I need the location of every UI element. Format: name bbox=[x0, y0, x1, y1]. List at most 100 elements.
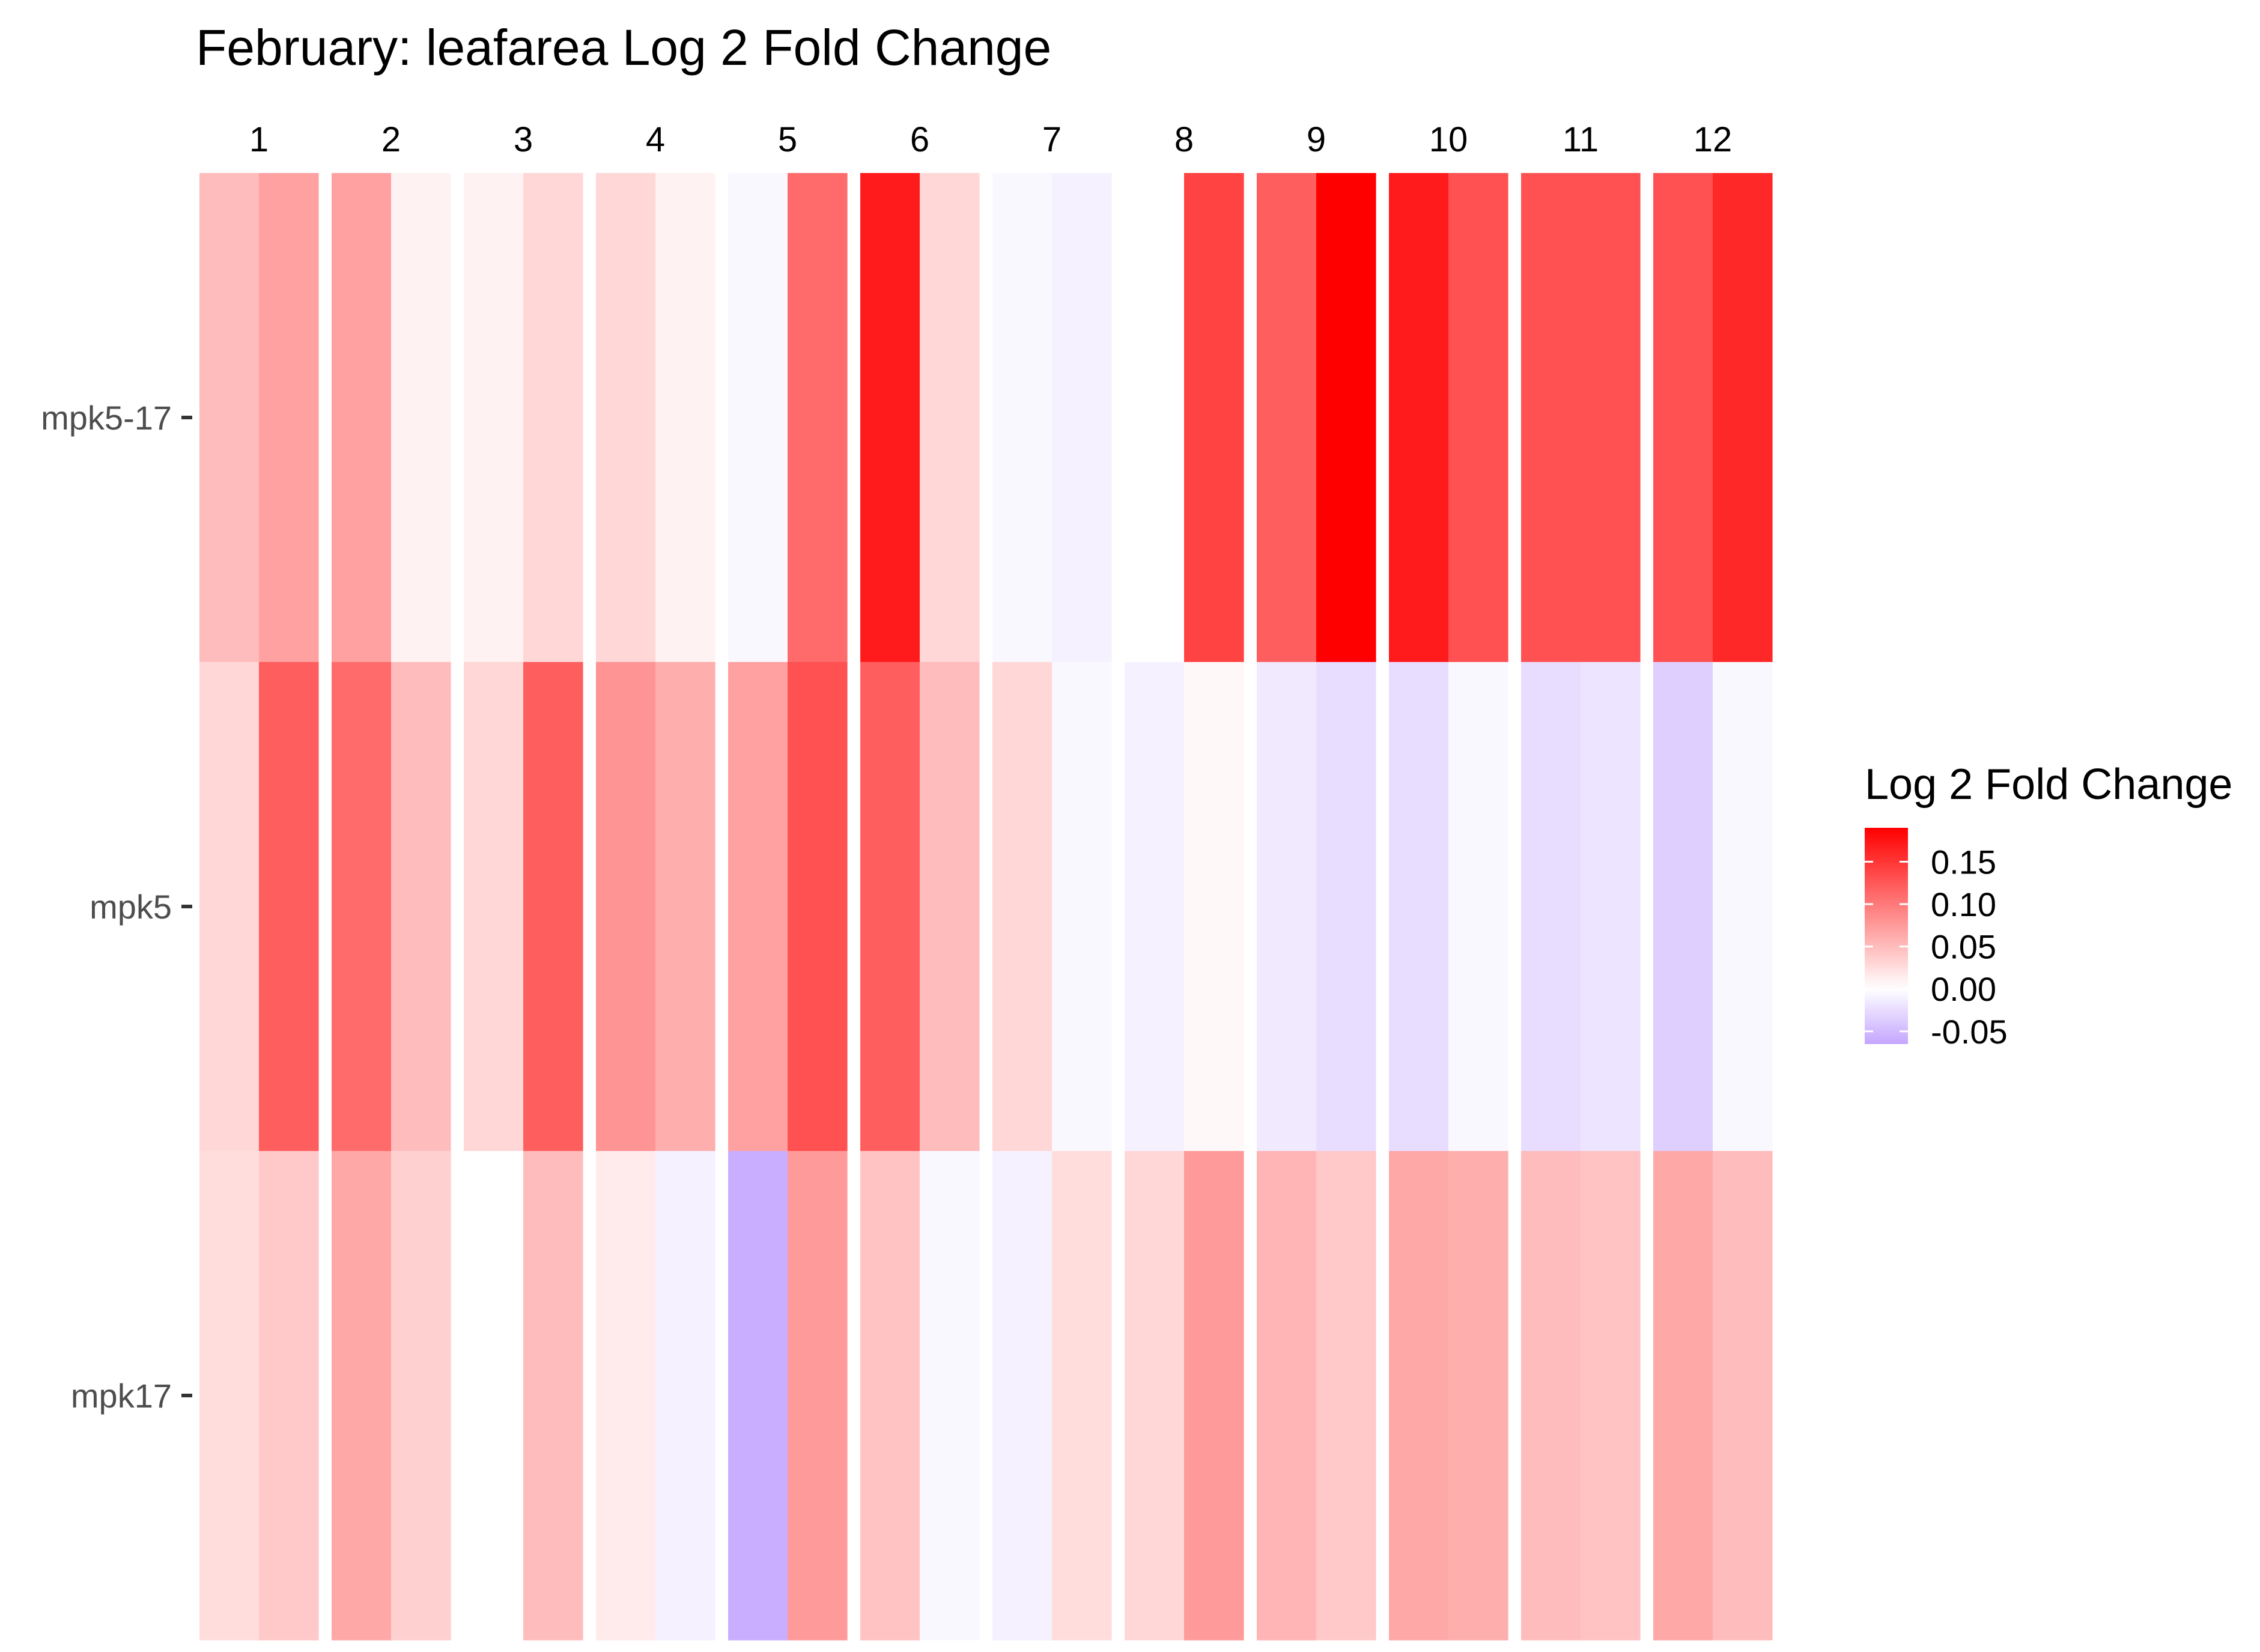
heatmap-cells bbox=[199, 173, 1773, 1641]
heatmap-cell bbox=[523, 173, 583, 663]
column-label: 6 bbox=[910, 120, 929, 159]
heatmap-cell bbox=[655, 662, 715, 1152]
column-label: 2 bbox=[381, 120, 401, 159]
column-label: 9 bbox=[1307, 120, 1326, 159]
column-label: 10 bbox=[1429, 120, 1468, 159]
heatmap-cell bbox=[992, 173, 1053, 663]
heatmap-cell bbox=[1184, 662, 1244, 1152]
heatmap-cell bbox=[728, 1151, 788, 1641]
heatmap-cell bbox=[391, 662, 451, 1152]
heatmap-cell bbox=[1125, 173, 1185, 663]
column-label: 8 bbox=[1174, 120, 1194, 159]
heatmap-cell bbox=[860, 1151, 920, 1641]
heatmap-cell bbox=[860, 662, 920, 1152]
heatmap-cell bbox=[860, 173, 920, 663]
legend-title: Log 2 Fold Change bbox=[1865, 761, 2232, 809]
heatmap-cell bbox=[1052, 173, 1112, 663]
heatmap-cell bbox=[596, 173, 656, 663]
heatmap-cell bbox=[1389, 173, 1449, 663]
heatmap-cell bbox=[1316, 662, 1376, 1152]
heatmap-cell bbox=[464, 662, 524, 1152]
legend-colorbar bbox=[1865, 828, 1908, 1044]
heatmap-cell bbox=[1581, 173, 1641, 663]
heatmap-cell bbox=[920, 1151, 980, 1641]
heatmap-cell bbox=[332, 662, 392, 1152]
heatmap-cell bbox=[1448, 1151, 1508, 1641]
heatmap-cell bbox=[259, 1151, 319, 1641]
heatmap-cell bbox=[1052, 1151, 1112, 1641]
legend-tick-label: -0.05 bbox=[1931, 1013, 2008, 1051]
heatmap-cell bbox=[1389, 1151, 1449, 1641]
heatmap-cell bbox=[1448, 662, 1508, 1152]
row-label: mpk5 bbox=[90, 888, 172, 926]
heatmap-cell bbox=[1052, 662, 1112, 1152]
heatmap-cell bbox=[464, 1151, 524, 1641]
heatmap-cell bbox=[728, 173, 788, 663]
heatmap-cell bbox=[1389, 662, 1449, 1152]
heatmap-cell bbox=[1125, 662, 1185, 1152]
row-labels: mpk5-17 mpk5 mpk17 bbox=[41, 399, 192, 1415]
column-label: 4 bbox=[646, 120, 665, 159]
heatmap-cell bbox=[1713, 662, 1773, 1152]
heatmap-cell bbox=[1521, 662, 1581, 1152]
heatmap-cell bbox=[1184, 173, 1244, 663]
legend-tick-label: 0.00 bbox=[1931, 970, 1996, 1008]
heatmap-cell bbox=[655, 1151, 715, 1641]
heatmap-cell bbox=[391, 173, 451, 663]
heatmap-cell bbox=[199, 1151, 260, 1641]
heatmap-cell bbox=[1257, 662, 1317, 1152]
heatmap-cell bbox=[199, 173, 260, 663]
legend-ticks: 0.15 0.10 0.05 0.00 -0.05 bbox=[1865, 843, 2008, 1051]
column-label: 1 bbox=[249, 120, 269, 159]
heatmap-cell bbox=[1316, 173, 1376, 663]
column-labels: 1 2 3 4 5 6 7 8 9 10 11 12 bbox=[249, 120, 1732, 159]
heatmap-cell bbox=[655, 173, 715, 663]
heatmap-cell bbox=[788, 1151, 848, 1641]
heatmap-cell bbox=[992, 662, 1053, 1152]
heatmap-cell bbox=[992, 1151, 1053, 1641]
heatmap-cell bbox=[1581, 1151, 1641, 1641]
heatmap-cell bbox=[199, 662, 260, 1152]
column-label: 11 bbox=[1563, 120, 1599, 159]
column-label: 3 bbox=[514, 120, 533, 159]
legend-tick-label: 0.05 bbox=[1931, 928, 1996, 966]
heatmap-cell bbox=[596, 662, 656, 1152]
heatmap-cell bbox=[332, 1151, 392, 1641]
heatmap-cell bbox=[259, 173, 319, 663]
heatmap-cell bbox=[1521, 173, 1581, 663]
legend-tick-label: 0.10 bbox=[1931, 885, 1996, 923]
heatmap-cell bbox=[464, 173, 524, 663]
heatmap-cell bbox=[1257, 1151, 1317, 1641]
heatmap-cell bbox=[259, 662, 319, 1152]
legend: Log 2 Fold Change 0.15 0.10 0.05 0.00 -0.05 bbox=[1865, 761, 2232, 1051]
row-label: mpk17 bbox=[71, 1377, 172, 1415]
heatmap-cell bbox=[728, 662, 788, 1152]
heatmap-cell bbox=[1448, 173, 1508, 663]
heatmap-cell bbox=[1257, 173, 1317, 663]
heatmap-cell bbox=[1713, 1151, 1773, 1641]
row-label: mpk5-17 bbox=[41, 399, 172, 437]
heatmap-cell bbox=[1521, 1151, 1581, 1641]
heatmap-cell bbox=[1653, 662, 1713, 1152]
heatmap-cell bbox=[1581, 662, 1641, 1152]
heatmap-cell bbox=[1184, 1151, 1244, 1641]
heatmap-cell bbox=[596, 1151, 656, 1641]
column-label: 12 bbox=[1693, 120, 1733, 159]
heatmap-cell bbox=[1653, 173, 1713, 663]
column-label: 7 bbox=[1042, 120, 1062, 159]
heatmap-cell bbox=[788, 173, 848, 663]
column-label: 5 bbox=[778, 120, 797, 159]
heatmap-cell bbox=[1653, 1151, 1713, 1641]
heatmap-cell bbox=[332, 173, 392, 663]
heatmap-cell bbox=[788, 662, 848, 1152]
heatmap-cell bbox=[1713, 173, 1773, 663]
heatmap-cell bbox=[523, 662, 583, 1152]
heatmap-cell bbox=[1316, 1151, 1376, 1641]
heatmap-cell bbox=[1125, 1151, 1185, 1641]
heatmap-cell bbox=[920, 173, 980, 663]
legend-tick-label: 0.15 bbox=[1931, 843, 1996, 881]
heatmap-cell bbox=[391, 1151, 451, 1641]
heatmap-cell bbox=[920, 662, 980, 1152]
heatmap-cell bbox=[523, 1151, 583, 1641]
